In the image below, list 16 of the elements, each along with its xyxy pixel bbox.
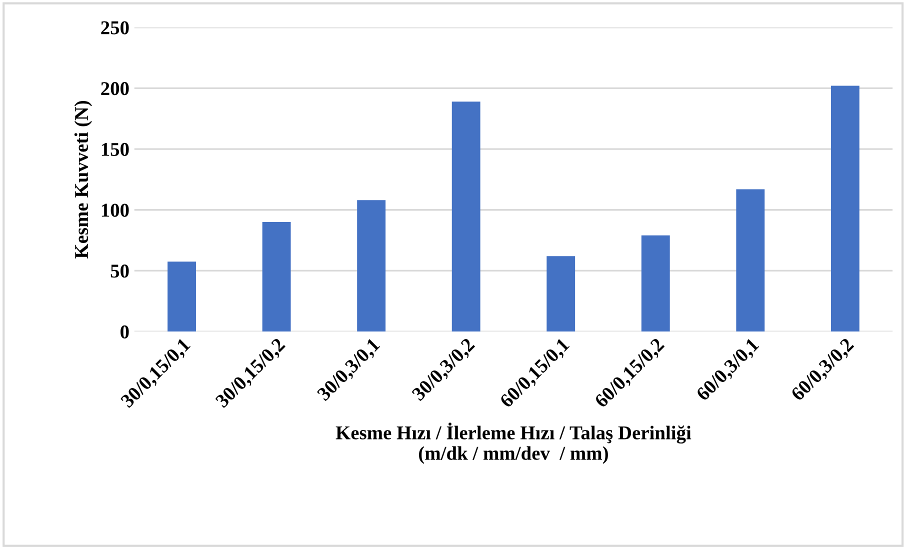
y-axis-title: Kesme Kuvveti (N) (74, 100, 92, 259)
bar (830, 86, 860, 332)
bar (357, 200, 386, 332)
bar (736, 189, 765, 332)
y-tick-label: 50 (110, 264, 129, 278)
y-tick-label: 200 (101, 82, 129, 96)
y-tick-label: 250 (101, 21, 129, 34)
x-axis-title: Kesme Hızı / İlerleme Hızı / Talaş Derinliği (m/dk / mm/dev / mm) (336, 422, 692, 464)
bar (262, 222, 291, 332)
bar (546, 256, 576, 332)
y-tick-label: 0 (120, 325, 129, 338)
bar (641, 235, 670, 332)
bar (168, 262, 196, 332)
y-tick-label: 150 (102, 142, 129, 156)
bar (452, 102, 480, 332)
y-tick-label: 100 (102, 204, 129, 217)
